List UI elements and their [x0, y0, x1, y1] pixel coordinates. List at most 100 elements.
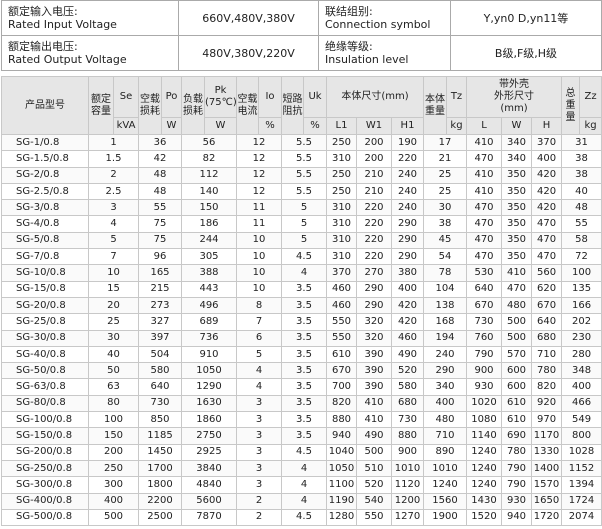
- value-cell: 45: [423, 231, 467, 250]
- column-unit: %: [258, 117, 282, 135]
- value-cell: 38: [561, 150, 602, 168]
- value-cell: 6: [236, 329, 282, 347]
- value-cell: 490: [391, 345, 424, 364]
- value-cell: 3: [88, 199, 139, 217]
- value-cell: 290: [356, 296, 392, 315]
- value-cell: 20: [88, 296, 139, 315]
- value-cell: 470: [466, 199, 502, 217]
- value-cell: 350: [501, 182, 532, 201]
- value-cell: 350: [501, 248, 532, 266]
- value-cell: 3.5: [281, 411, 327, 429]
- value-cell: 30: [423, 199, 467, 217]
- value-cell: 54: [423, 248, 467, 266]
- value-cell: 15: [88, 280, 139, 298]
- value-cell: 2.5: [88, 182, 139, 201]
- value-cell: 900: [466, 362, 502, 380]
- value-cell: 340: [423, 378, 467, 396]
- model-cell: SG-400/0.8: [1, 492, 89, 510]
- value-cell: 3.5: [281, 280, 327, 298]
- value-cell: 3.5: [281, 362, 327, 380]
- model-cell: SG-10/0.8: [1, 264, 89, 282]
- table-row: SG-10/0.8 10 165 388 10 4 370 270 380 78 530 410 560…: [1, 264, 602, 282]
- value-cell: 610: [501, 411, 532, 429]
- value-cell: 3.5: [281, 345, 327, 364]
- value-cell: 4.5: [281, 248, 327, 266]
- value-cell: 350: [501, 166, 532, 184]
- column-label: 总重量: [561, 76, 581, 135]
- group-header: 本体尺寸(mm): [326, 76, 424, 118]
- model-cell: SG-15/0.8: [1, 280, 89, 298]
- column-symbol: Uk: [303, 76, 327, 118]
- table-row: SG-250/0.8 250 1700 3840 3 4 1050 510 1010 1010 12…: [1, 459, 602, 478]
- value-cell: 680: [391, 394, 424, 413]
- info-value: 660V,480V,380V: [178, 0, 319, 36]
- sub-header: H1: [391, 117, 424, 135]
- column-unit: kg: [579, 117, 602, 135]
- value-cell: 1028: [561, 443, 602, 461]
- model-cell: SG-200/0.8: [1, 443, 89, 461]
- value-cell: 220: [356, 199, 392, 217]
- value-cell: 96: [138, 248, 182, 266]
- model-cell: SG-4/0.8: [1, 215, 89, 233]
- value-cell: 1800: [138, 476, 182, 494]
- value-cell: 56: [181, 133, 237, 152]
- value-cell: 700: [326, 378, 357, 396]
- value-cell: 410: [356, 394, 392, 413]
- value-cell: 570: [501, 345, 532, 364]
- value-cell: 1040: [326, 443, 357, 461]
- value-cell: 300: [88, 476, 139, 494]
- value-cell: 290: [391, 231, 424, 250]
- value-cell: 4: [281, 476, 327, 494]
- value-cell: 850: [138, 411, 182, 429]
- table-row: SG-5/0.8 5 75 244 10 5 310 220 290 45 470 350 470 58: [1, 231, 602, 250]
- value-cell: 1280: [326, 508, 357, 527]
- value-cell: 890: [423, 443, 467, 461]
- value-cell: 820: [326, 394, 357, 413]
- value-cell: 100: [88, 411, 139, 429]
- table-row: SG-200/0.8 200 1450 2925 3 4.5 1040 500 900 890 12…: [1, 443, 602, 461]
- value-cell: 1630: [181, 394, 237, 413]
- value-cell: 290: [391, 248, 424, 266]
- value-cell: 1010: [391, 459, 424, 478]
- model-cell: SG-1.5/0.8: [1, 150, 89, 168]
- value-cell: 63: [88, 378, 139, 396]
- value-cell: 340: [501, 150, 532, 168]
- sub-header: L: [466, 117, 502, 135]
- value-cell: 10: [236, 280, 282, 298]
- value-cell: 1100: [326, 476, 357, 494]
- model-cell: SG-250/0.8: [1, 459, 89, 478]
- value-cell: 410: [466, 133, 502, 152]
- model-cell: SG-80/0.8: [1, 394, 89, 413]
- value-cell: 790: [501, 459, 532, 478]
- column-label: 负载损耗: [181, 76, 205, 135]
- value-cell: 5.5: [281, 150, 327, 168]
- value-cell: 135: [561, 280, 602, 298]
- value-cell: 1140: [466, 427, 502, 445]
- column-label: 本体重量: [423, 76, 447, 135]
- value-cell: 780: [530, 362, 563, 380]
- value-cell: 940: [501, 508, 532, 527]
- value-cell: 940: [326, 427, 357, 445]
- info-label: 额定输入电压: Rated Input Voltage: [1, 0, 179, 36]
- value-cell: 1290: [181, 378, 237, 396]
- value-cell: 186: [181, 215, 237, 233]
- value-cell: 730: [391, 411, 424, 429]
- model-cell: SG-50/0.8: [1, 362, 89, 380]
- column-label: 额定容量: [88, 76, 114, 135]
- value-cell: 5: [281, 199, 327, 217]
- value-cell: 2925: [181, 443, 237, 461]
- value-cell: 40: [88, 345, 139, 364]
- value-cell: 400: [561, 378, 602, 396]
- value-cell: 670: [326, 362, 357, 380]
- value-cell: 80: [88, 394, 139, 413]
- value-cell: 3.5: [281, 394, 327, 413]
- model-cell: SG-500/0.8: [1, 508, 89, 527]
- value-cell: 350: [501, 215, 532, 233]
- column-unit: kg: [446, 117, 467, 135]
- value-cell: 640: [466, 280, 502, 298]
- value-cell: 290: [356, 280, 392, 298]
- value-cell: 504: [138, 345, 182, 364]
- value-cell: 1152: [561, 459, 602, 478]
- value-cell: 530: [466, 264, 502, 282]
- model-cell: SG-300/0.8: [1, 476, 89, 494]
